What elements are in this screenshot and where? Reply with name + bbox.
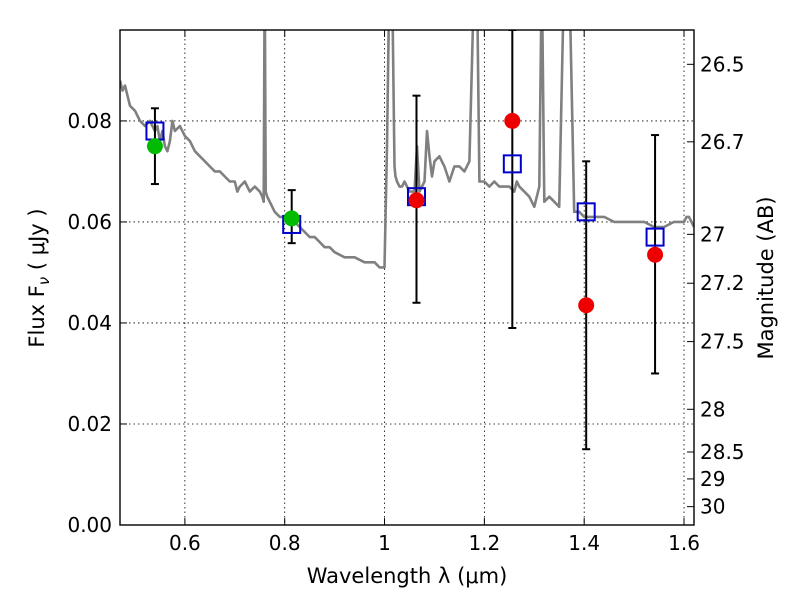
x-tick-label: 0.6 bbox=[169, 531, 201, 555]
x-axis-label: Wavelength λ (μm) bbox=[307, 564, 508, 588]
x-tick-label: 1.4 bbox=[568, 531, 600, 555]
y2-tick-label: 27 bbox=[700, 222, 725, 246]
model-spectrum-line bbox=[120, 30, 694, 269]
plot-frame bbox=[119, 29, 695, 526]
y-axis-label: Flux Fν ( μJy ) bbox=[25, 208, 53, 347]
y2-tick-label: 30 bbox=[700, 495, 725, 519]
y-axis-label-unit: ( μJy ) bbox=[25, 208, 49, 276]
grid-lines bbox=[120, 30, 694, 525]
y2-tick-label: 27.5 bbox=[700, 330, 745, 354]
y-tick-label: 0.04 bbox=[67, 311, 112, 335]
right-axis-label: Magnitude (AB) bbox=[754, 196, 778, 359]
y2-tick-label: 28.5 bbox=[700, 440, 745, 464]
observed-photometry-point bbox=[283, 210, 300, 227]
y2-tick-label: 27.2 bbox=[700, 271, 745, 295]
y-axis-label-main: Flux F bbox=[25, 285, 49, 347]
y2-tick-label: 29 bbox=[700, 467, 725, 491]
y-tick-label: 0.08 bbox=[67, 109, 112, 133]
y-axis-label-sub: ν bbox=[35, 277, 53, 285]
y2-tick-label: 26.7 bbox=[700, 130, 745, 154]
y2-tick-label: 26.5 bbox=[700, 52, 745, 76]
model-photometry-square bbox=[576, 202, 596, 222]
y2-tick-label: 28 bbox=[700, 397, 725, 421]
y-tick-label: 0.02 bbox=[67, 412, 112, 436]
y-tick-label: 0.00 bbox=[67, 513, 112, 537]
x-tick-label: 0.8 bbox=[269, 531, 301, 555]
error-bars bbox=[150, 30, 660, 451]
observed-photometry-markers bbox=[146, 112, 664, 314]
model-photometry-square bbox=[502, 154, 522, 174]
axis-ticks: 0.6 0.8 1 1.2 1.4 1.6 0.00 0.02 0.04 0.06 0.08 26.5… bbox=[67, 30, 745, 555]
x-tick-label: 1 bbox=[378, 531, 391, 555]
observed-photometry-point bbox=[647, 246, 664, 263]
x-tick-label: 1.6 bbox=[668, 531, 700, 555]
observed-photometry-point bbox=[578, 297, 595, 314]
y-tick-label: 0.06 bbox=[67, 210, 112, 234]
observed-photometry-point bbox=[504, 112, 521, 129]
model-photometry-square bbox=[645, 227, 665, 247]
observed-photometry-point bbox=[146, 138, 163, 155]
observed-photometry-point bbox=[408, 192, 425, 209]
x-tick-label: 1.2 bbox=[468, 531, 500, 555]
